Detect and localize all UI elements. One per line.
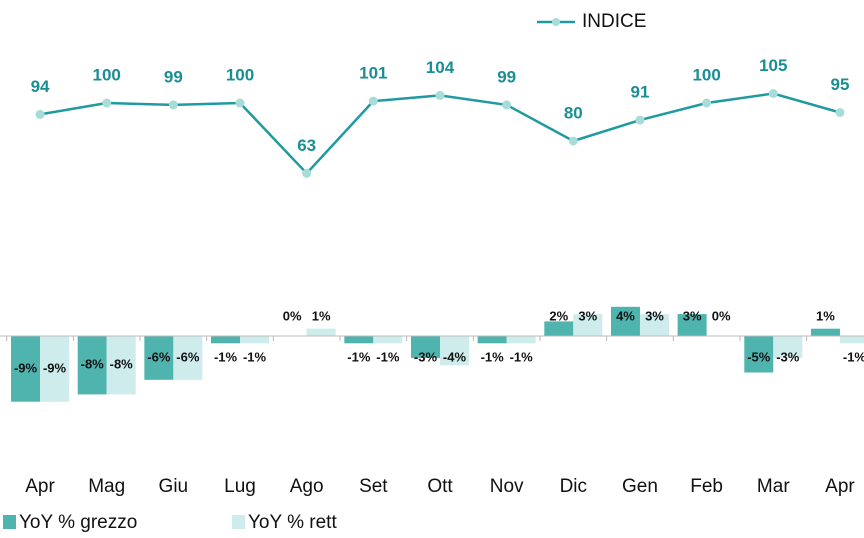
bar (373, 336, 403, 344)
data-label: 4% (616, 308, 635, 323)
bar (211, 336, 241, 344)
data-label: -1% (510, 349, 534, 364)
line-marker (768, 89, 778, 98)
bar (839, 336, 864, 344)
bar (306, 328, 336, 336)
x-tick-label: Apr (825, 476, 855, 497)
data-label: 3% (683, 308, 702, 323)
x-tick-label: Ago (290, 476, 324, 497)
data-label: 63 (297, 136, 316, 155)
legend-line-marker (552, 18, 560, 26)
data-label: 99 (497, 67, 516, 86)
bar (773, 336, 803, 358)
data-label: 104 (426, 58, 455, 77)
x-tick-label: Nov (490, 476, 524, 497)
legend-label: YoY % rett (248, 512, 337, 533)
data-label: 100 (226, 65, 254, 84)
line-marker (635, 115, 645, 125)
bar (344, 336, 374, 344)
data-label: 1% (312, 308, 331, 323)
line-marker (835, 108, 845, 117)
legend-label: YoY % grezzo (19, 512, 137, 533)
data-label: 99 (164, 67, 183, 86)
data-label: -1% (214, 349, 238, 364)
bar (544, 321, 574, 336)
x-tick-label: Ott (427, 476, 453, 497)
legend-swatch (232, 515, 245, 529)
line-marker (35, 109, 45, 119)
line-marker (168, 100, 178, 110)
data-label: 101 (359, 64, 387, 83)
legend-label: INDICE (582, 11, 646, 32)
data-label: -1% (843, 349, 864, 364)
data-label: -3% (776, 349, 800, 364)
line-marker (568, 136, 578, 146)
line-marker (235, 98, 245, 108)
data-label: -8% (81, 357, 105, 372)
data-label: -1% (347, 349, 371, 364)
data-label: 3% (645, 308, 664, 323)
data-label: -4% (443, 349, 467, 364)
bar (439, 336, 469, 366)
bar (240, 336, 270, 344)
data-label: -1% (376, 349, 400, 364)
data-label: -3% (414, 349, 438, 364)
legend-swatch (3, 515, 16, 529)
x-tick-label: Feb (690, 476, 723, 497)
data-label: -6% (176, 349, 200, 364)
data-label: 0% (712, 308, 731, 323)
data-label: 80 (564, 103, 583, 122)
data-label: 100 (692, 65, 720, 84)
data-label: 100 (93, 65, 121, 84)
data-label: -5% (747, 349, 771, 364)
x-tick-label: Lug (224, 476, 256, 497)
data-label: -9% (14, 360, 38, 375)
bar (677, 314, 707, 336)
bar (106, 336, 136, 395)
line-marker (368, 96, 378, 106)
bar (506, 336, 536, 344)
line-marker (702, 98, 712, 108)
bar (639, 314, 669, 336)
line-marker (302, 168, 312, 178)
data-label: -9% (43, 360, 67, 375)
bar (173, 336, 203, 380)
line-marker (102, 98, 112, 108)
bar (77, 336, 107, 395)
data-label: 0% (283, 308, 302, 323)
x-tick-label: Giu (159, 476, 189, 497)
bar (11, 336, 41, 402)
data-label: -8% (110, 357, 134, 372)
bar (144, 336, 174, 380)
x-tick-label: Apr (25, 476, 55, 497)
line (39, 92, 841, 176)
data-label: -6% (147, 349, 171, 364)
data-label: 91 (631, 83, 650, 102)
bar (610, 306, 640, 336)
bar (573, 314, 603, 336)
data-label: 95 (830, 75, 849, 94)
data-label: -1% (243, 349, 267, 364)
data-label: 2% (549, 308, 568, 323)
bar (40, 336, 70, 402)
x-tick-label: Mar (757, 476, 790, 497)
x-tick-label: Dic (560, 476, 587, 497)
bar (410, 336, 440, 358)
data-label: -1% (481, 349, 505, 364)
bar (744, 336, 774, 373)
data-label: 1% (816, 308, 835, 323)
line-marker (435, 90, 445, 100)
bar (810, 328, 840, 336)
bar (477, 336, 507, 344)
x-tick-label: Mag (88, 476, 125, 497)
data-label: 3% (578, 308, 597, 323)
line-marker (502, 100, 512, 110)
x-tick-label: Set (359, 476, 388, 497)
data-label: 94 (31, 77, 50, 96)
data-label: 105 (759, 56, 787, 75)
x-tick-label: Gen (622, 476, 658, 497)
